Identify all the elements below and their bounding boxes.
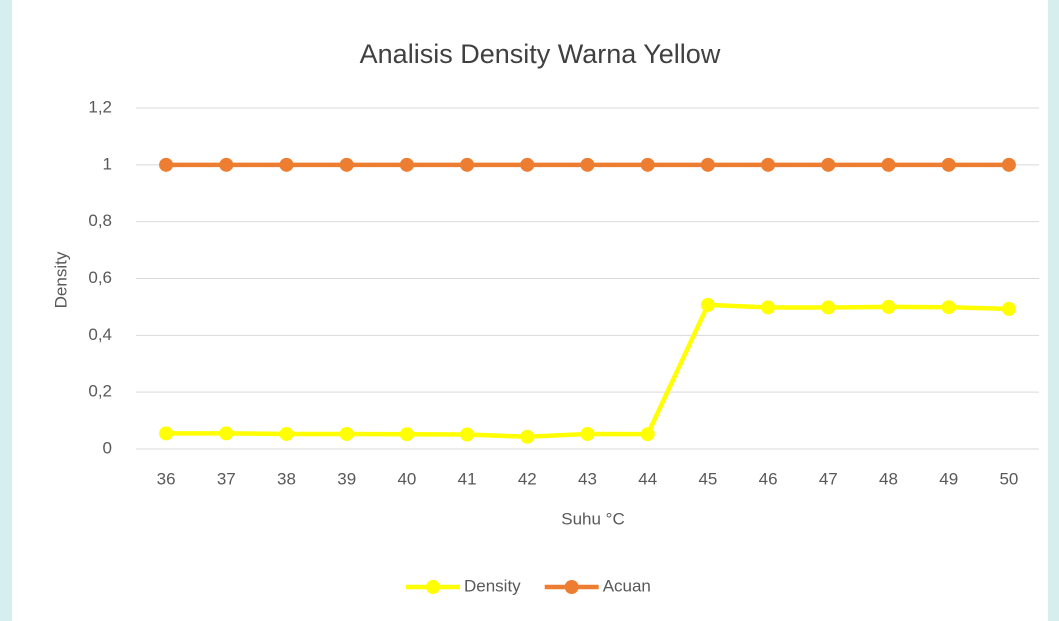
data-point [219,157,234,172]
data-point [700,297,715,312]
data-point [941,300,956,315]
x-tick-label: 45 [698,469,717,488]
data-point [520,429,535,444]
chart-title: Analisis Density Warna Yellow [360,39,721,69]
data-point [399,157,414,172]
x-tick-label: 42 [518,469,537,488]
x-tick-label: 47 [819,469,838,488]
data-point [399,427,414,442]
x-tick-label: 36 [157,469,176,488]
y-axis-label: Density [51,251,70,308]
y-tick-label: 0,6 [88,268,112,287]
y-tick-label: 1 [103,154,112,173]
y-tick-label: 0 [103,438,112,457]
data-point [1001,301,1016,316]
x-tick-label: 38 [277,469,296,488]
data-point [640,157,655,172]
data-point [219,426,234,441]
x-tick-label: 48 [879,469,898,488]
data-point [821,300,836,315]
data-point [460,427,475,442]
legend-swatch-marker [426,580,440,594]
data-point [520,157,535,172]
x-tick-label: 44 [638,469,657,488]
data-point [1001,157,1016,172]
x-tick-label: 41 [458,469,477,488]
x-tick-label: 49 [939,469,958,488]
data-point [881,157,896,172]
y-tick-label: 1,2 [88,97,112,116]
data-point [881,299,896,314]
right-edge [1048,0,1059,621]
x-axis-label: Suhu °C [561,509,625,528]
data-point [821,157,836,172]
x-tick-label: 43 [578,469,597,488]
legend-label: Density [464,576,521,595]
y-tick-label: 0,2 [88,382,112,401]
data-point [580,426,595,441]
data-point [640,427,655,442]
data-point [580,157,595,172]
data-point [941,157,956,172]
left-edge [0,0,12,621]
legend-label: Acuan [603,576,651,595]
data-point [279,157,294,172]
legend-swatch-marker [564,580,579,594]
data-point [700,157,715,172]
data-point [339,157,354,172]
data-point [761,157,776,172]
y-tick-label: 0,4 [88,325,112,344]
data-point [159,157,174,172]
data-point [339,426,354,441]
y-tick-label: 0,8 [88,211,112,230]
data-point [460,157,475,172]
data-point [761,300,776,315]
x-tick-label: 46 [759,469,778,488]
data-point [159,426,174,441]
x-tick-label: 40 [397,469,416,488]
x-tick-label: 50 [999,469,1018,488]
x-tick-label: 39 [337,469,356,488]
x-tick-label: 37 [217,469,236,488]
data-point [279,426,294,441]
